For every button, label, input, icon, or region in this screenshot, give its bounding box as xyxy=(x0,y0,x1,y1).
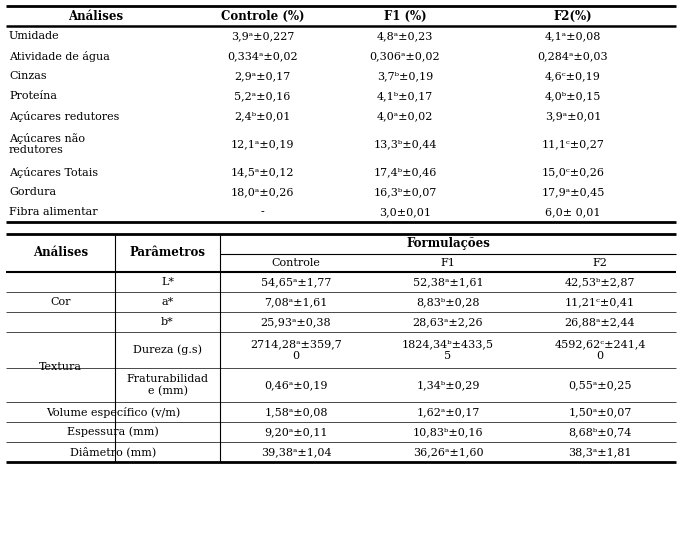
Text: Diâmetro (mm): Diâmetro (mm) xyxy=(70,447,156,458)
Text: Fraturabilidad
e (mm): Fraturabilidad e (mm) xyxy=(126,374,209,396)
Text: 54,65ᵃ±1,77: 54,65ᵃ±1,77 xyxy=(261,277,331,287)
Text: 7,08ᵃ±1,61: 7,08ᵃ±1,61 xyxy=(265,297,327,307)
Text: 4592,62ᶜ±241,4
0: 4592,62ᶜ±241,4 0 xyxy=(554,339,646,361)
Text: 3,9ᵃ±0,227: 3,9ᵃ±0,227 xyxy=(231,31,294,41)
Text: 3,7ᵇ±0,19: 3,7ᵇ±0,19 xyxy=(377,71,433,81)
Text: 4,1ᵃ±0,08: 4,1ᵃ±0,08 xyxy=(545,31,602,41)
Text: 4,8ᵃ±0,23: 4,8ᵃ±0,23 xyxy=(377,31,433,41)
Text: Controle (%): Controle (%) xyxy=(221,9,304,23)
Text: 36,26ᵃ±1,60: 36,26ᵃ±1,60 xyxy=(413,447,484,457)
Text: 1,62ᵃ±0,17: 1,62ᵃ±0,17 xyxy=(416,407,479,417)
Text: 2,4ᵇ±0,01: 2,4ᵇ±0,01 xyxy=(235,111,291,121)
Text: 9,20ᵃ±0,11: 9,20ᵃ±0,11 xyxy=(264,427,328,437)
Text: 0,334ᵃ±0,02: 0,334ᵃ±0,02 xyxy=(227,51,298,61)
Text: 8,83ᵇ±0,28: 8,83ᵇ±0,28 xyxy=(416,297,479,307)
Text: 2,9ᵃ±0,17: 2,9ᵃ±0,17 xyxy=(235,71,291,81)
Text: Fibra alimentar: Fibra alimentar xyxy=(9,207,98,217)
Text: Formulações: Formulações xyxy=(406,238,490,250)
Text: Atividade de água: Atividade de água xyxy=(9,50,110,61)
Text: 42,53ᵇ±2,87: 42,53ᵇ±2,87 xyxy=(565,277,635,287)
Text: Cinzas: Cinzas xyxy=(9,71,46,81)
Text: Espessura (mm): Espessura (mm) xyxy=(67,427,159,437)
Text: 13,3ᵇ±0,44: 13,3ᵇ±0,44 xyxy=(373,139,436,149)
Text: F1 (%): F1 (%) xyxy=(384,9,426,23)
Text: Gordura: Gordura xyxy=(9,187,56,197)
Text: Dureza (g.s): Dureza (g.s) xyxy=(133,345,202,355)
Text: 0,55ᵃ±0,25: 0,55ᵃ±0,25 xyxy=(568,380,632,390)
Text: 11,21ᶜ±0,41: 11,21ᶜ±0,41 xyxy=(565,297,635,307)
Text: b*: b* xyxy=(161,317,174,327)
Text: 5,2ᵃ±0,16: 5,2ᵃ±0,16 xyxy=(235,91,291,101)
Text: 39,38ᵃ±1,04: 39,38ᵃ±1,04 xyxy=(261,447,331,457)
Text: 17,4ᵇ±0,46: 17,4ᵇ±0,46 xyxy=(373,167,436,177)
Text: 0,46ᵃ±0,19: 0,46ᵃ±0,19 xyxy=(264,380,328,390)
Text: 1,34ᵇ±0,29: 1,34ᵇ±0,29 xyxy=(416,380,479,390)
Text: Proteína: Proteína xyxy=(9,91,57,101)
Text: 4,6ᶜ±0,19: 4,6ᶜ±0,19 xyxy=(545,71,601,81)
Text: Volume específico (v/m): Volume específico (v/m) xyxy=(46,407,180,418)
Text: 16,3ᵇ±0,07: 16,3ᵇ±0,07 xyxy=(373,187,436,197)
Text: 14,5ᵃ±0,12: 14,5ᵃ±0,12 xyxy=(231,167,294,177)
Text: Análises: Análises xyxy=(33,247,88,259)
Text: Análises: Análises xyxy=(68,9,123,23)
Text: Açúcares redutores: Açúcares redutores xyxy=(9,110,119,121)
Text: 4,1ᵇ±0,17: 4,1ᵇ±0,17 xyxy=(377,91,433,101)
Text: 1,58ᵃ±0,08: 1,58ᵃ±0,08 xyxy=(264,407,328,417)
Text: 3,9ᵃ±0,01: 3,9ᵃ±0,01 xyxy=(545,111,602,121)
Text: 28,63ᵃ±2,26: 28,63ᵃ±2,26 xyxy=(413,317,484,327)
Text: a*: a* xyxy=(162,297,174,307)
Text: 12,1ᵃ±0,19: 12,1ᵃ±0,19 xyxy=(231,139,294,149)
Text: Parâmetros: Parâmetros xyxy=(130,247,205,259)
Text: 38,3ᵃ±1,81: 38,3ᵃ±1,81 xyxy=(568,447,632,457)
Text: 6,0± 0,01: 6,0± 0,01 xyxy=(545,207,601,217)
Text: 8,68ᵇ±0,74: 8,68ᵇ±0,74 xyxy=(568,427,632,437)
Text: Textura: Textura xyxy=(39,362,82,372)
Text: Açúcares não
redutores: Açúcares não redutores xyxy=(9,133,85,155)
Text: 0,306ᵃ±0,02: 0,306ᵃ±0,02 xyxy=(370,51,441,61)
Text: 0,284ᵃ±0,03: 0,284ᵃ±0,03 xyxy=(537,51,608,61)
Text: -: - xyxy=(261,207,265,217)
Text: F2: F2 xyxy=(593,258,608,268)
Text: 17,9ᵃ±0,45: 17,9ᵃ±0,45 xyxy=(542,187,605,197)
Text: 1,50ᵃ±0,07: 1,50ᵃ±0,07 xyxy=(568,407,632,417)
Text: L*: L* xyxy=(161,277,174,287)
Text: 2714,28ᵃ±359,7
0: 2714,28ᵃ±359,7 0 xyxy=(250,339,342,361)
Text: 18,0ᵃ±0,26: 18,0ᵃ±0,26 xyxy=(231,187,294,197)
Text: F2(%): F2(%) xyxy=(554,9,592,23)
Text: 4,0ᵃ±0,02: 4,0ᵃ±0,02 xyxy=(377,111,433,121)
Text: 11,1ᶜ±0,27: 11,1ᶜ±0,27 xyxy=(542,139,604,149)
Text: Controle: Controle xyxy=(271,258,321,268)
Text: Umidade: Umidade xyxy=(9,31,59,41)
Text: 26,88ᵃ±2,44: 26,88ᵃ±2,44 xyxy=(565,317,636,327)
Text: 52,38ᵃ±1,61: 52,38ᵃ±1,61 xyxy=(413,277,484,287)
Text: 15,0ᶜ±0,26: 15,0ᶜ±0,26 xyxy=(542,167,604,177)
Text: Açúcares Totais: Açúcares Totais xyxy=(9,167,98,177)
Text: 3,0±0,01: 3,0±0,01 xyxy=(379,207,431,217)
Text: 1824,34ᵇ±433,5
5: 1824,34ᵇ±433,5 5 xyxy=(402,339,494,361)
Text: 25,93ᵃ±0,38: 25,93ᵃ±0,38 xyxy=(261,317,331,327)
Text: Cor: Cor xyxy=(50,297,71,307)
Text: F1: F1 xyxy=(441,258,456,268)
Text: 10,83ᵇ±0,16: 10,83ᵇ±0,16 xyxy=(413,427,484,437)
Text: 4,0ᵇ±0,15: 4,0ᵇ±0,15 xyxy=(545,91,602,101)
